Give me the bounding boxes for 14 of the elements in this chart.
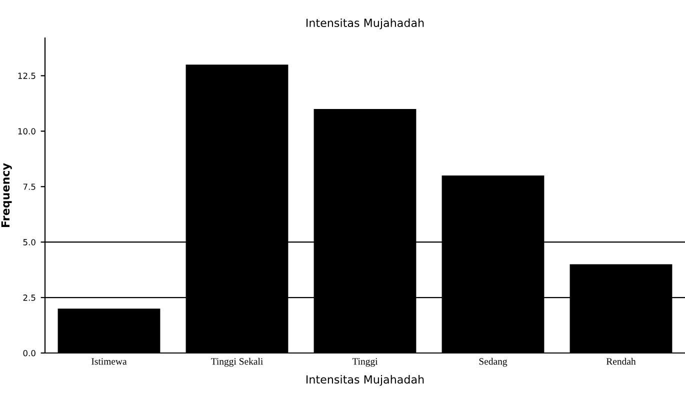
x-tick-label: Istimewa [92, 358, 127, 365]
y-tick-label: 7.5 [23, 184, 36, 190]
y-tick-label: 2.5 [23, 294, 36, 301]
y-tick-label: 0.0 [23, 350, 36, 356]
y-tick-label: 12.5 [18, 72, 36, 79]
y-tick-label: 5.0 [23, 239, 36, 246]
chart-title: Intensitas Mujahadah [306, 18, 424, 30]
x-tick-label: Sedang [479, 358, 508, 367]
y-axis-title: Frequency [1, 163, 12, 227]
x-tick-label: Tinggi Sekali [211, 358, 263, 367]
x-axis-title: Intensitas Mujahadah [306, 375, 424, 386]
x-tick-label: Tinggi [352, 358, 378, 367]
y-tick-label: 10.0 [18, 128, 36, 134]
x-tick-label: Rendah [606, 358, 636, 365]
